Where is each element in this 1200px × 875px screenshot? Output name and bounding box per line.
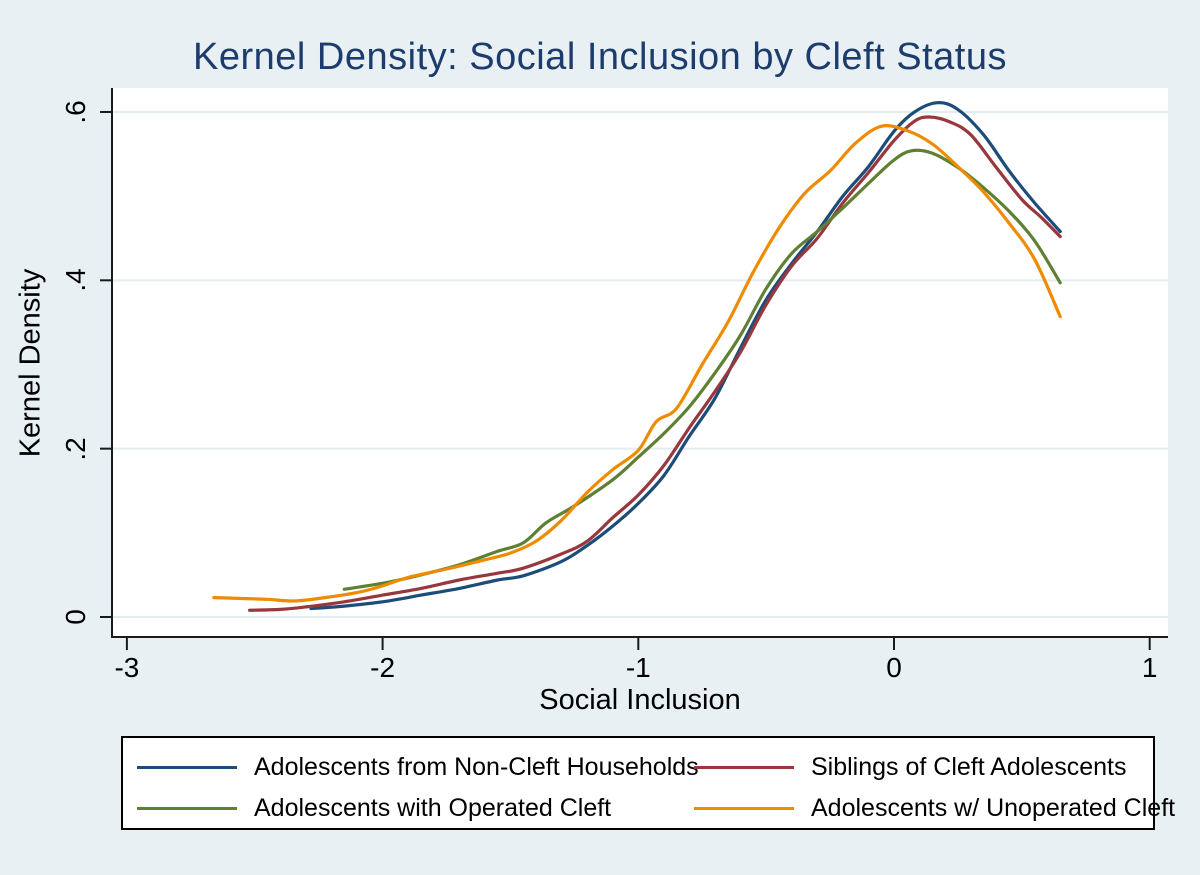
legend-label: Adolescents w/ Unoperated Cleft — [811, 793, 1176, 822]
y-tick-label: 0 — [60, 609, 91, 625]
y-tick-label: .6 — [60, 100, 91, 124]
x-tick-label: 0 — [886, 652, 902, 683]
legend-label: Siblings of Cleft Adolescents — [811, 752, 1127, 781]
y-tick-label: .2 — [60, 436, 91, 461]
legend-line-swatch — [137, 765, 237, 769]
kernel-density-curve-3 — [212, 124, 1062, 603]
x-tick-label: -3 — [114, 652, 140, 683]
x-tick-label: -1 — [625, 652, 651, 683]
legend-label: Adolescents with Operated Cleft — [254, 793, 612, 822]
kernel-density-curve-2 — [342, 148, 1062, 591]
y-tick-label: .4 — [60, 268, 91, 292]
plot-area — [111, 88, 1168, 638]
x-axis-title: Social Inclusion — [539, 684, 741, 716]
legend-line-swatch — [137, 806, 237, 810]
legend-box: Adolescents from Non-Cleft Households Sib… — [121, 736, 1175, 830]
y-axis-title: Kernel Density — [14, 268, 47, 458]
legend-line-swatch — [694, 806, 794, 810]
chart-title: Kernel Density: Social Inclusion by Clef… — [193, 36, 1007, 78]
kernel-density-curve-1 — [248, 115, 1062, 612]
legend-line-swatch — [694, 765, 794, 769]
legend-label: Adolescents from Non-Cleft Households — [254, 752, 699, 781]
x-tick-label: -2 — [370, 652, 396, 683]
x-tick-label: 1 — [1141, 652, 1158, 683]
